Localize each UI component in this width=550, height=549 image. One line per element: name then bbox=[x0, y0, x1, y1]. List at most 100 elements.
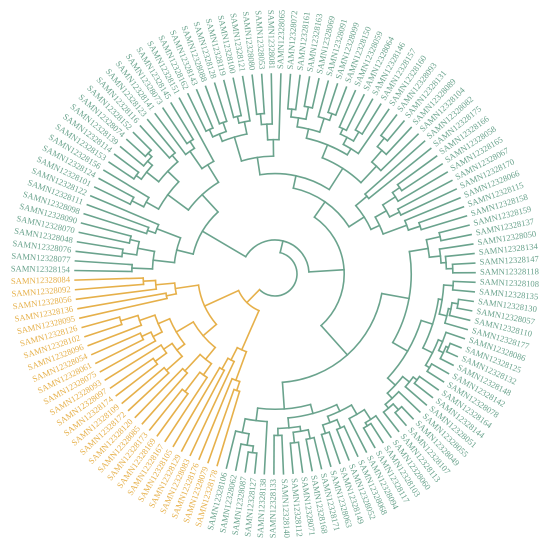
branch bbox=[115, 363, 159, 397]
branch-arc bbox=[313, 216, 345, 327]
branch bbox=[309, 403, 314, 415]
branch bbox=[352, 130, 360, 143]
branch-arc bbox=[232, 388, 241, 393]
branch bbox=[311, 77, 320, 109]
branch bbox=[421, 346, 434, 354]
branch bbox=[147, 152, 153, 158]
branch bbox=[138, 314, 156, 322]
branch-arc bbox=[247, 451, 258, 454]
branch bbox=[308, 268, 345, 273]
branch bbox=[109, 357, 155, 390]
branch-arc bbox=[413, 375, 421, 385]
branch bbox=[255, 407, 259, 422]
branch bbox=[178, 97, 215, 163]
leaf-label: SAMN12328084 bbox=[11, 274, 71, 286]
branch bbox=[439, 233, 473, 242]
branch bbox=[328, 431, 341, 465]
branch bbox=[345, 93, 366, 132]
branch bbox=[240, 309, 260, 351]
branch-arc bbox=[339, 133, 355, 143]
branch bbox=[359, 165, 378, 184]
branch-arc bbox=[145, 226, 150, 235]
branch bbox=[438, 313, 448, 317]
branch-arc bbox=[421, 298, 440, 350]
branch-arc bbox=[132, 171, 140, 180]
branch bbox=[335, 428, 350, 461]
branch-arc bbox=[305, 436, 316, 441]
branch bbox=[201, 230, 247, 258]
leaf-label: SAMN12328133 bbox=[268, 479, 278, 538]
branch bbox=[367, 147, 432, 200]
leaf-label: SAMN12328147 bbox=[479, 254, 539, 267]
branch-arc bbox=[184, 147, 196, 156]
branch bbox=[354, 98, 374, 132]
branch-arc bbox=[381, 203, 391, 218]
branch bbox=[203, 289, 240, 308]
branch bbox=[139, 124, 171, 159]
branch bbox=[166, 170, 180, 183]
branch bbox=[413, 382, 434, 399]
branch bbox=[401, 375, 411, 384]
branch-arc bbox=[260, 123, 274, 126]
branch bbox=[234, 350, 248, 382]
branch bbox=[425, 235, 442, 241]
branch bbox=[113, 153, 140, 174]
branch bbox=[232, 77, 243, 117]
branch bbox=[342, 136, 349, 146]
branch bbox=[451, 262, 476, 266]
leaf-label: SAMN12328053 bbox=[253, 10, 267, 70]
branch bbox=[156, 392, 190, 437]
branch bbox=[430, 362, 450, 375]
branch-arc bbox=[292, 187, 351, 228]
branch bbox=[279, 239, 284, 254]
branch bbox=[104, 344, 163, 382]
branch bbox=[84, 323, 123, 338]
branch bbox=[319, 324, 349, 357]
branch bbox=[175, 249, 195, 256]
branch bbox=[452, 280, 476, 284]
branch bbox=[265, 123, 269, 141]
branch bbox=[339, 127, 344, 136]
branch bbox=[442, 284, 454, 287]
branch bbox=[256, 156, 261, 176]
branch bbox=[157, 317, 171, 325]
branch bbox=[188, 150, 204, 170]
branch bbox=[417, 205, 465, 224]
branch-arc bbox=[362, 422, 373, 430]
branch bbox=[384, 403, 390, 410]
branch bbox=[281, 434, 285, 475]
branch bbox=[426, 370, 445, 383]
branch bbox=[362, 426, 376, 449]
branch bbox=[246, 432, 250, 447]
branch bbox=[444, 331, 466, 340]
branch bbox=[391, 341, 409, 353]
branch-arc bbox=[439, 345, 448, 360]
branch bbox=[134, 367, 184, 419]
branch bbox=[87, 324, 143, 347]
branch bbox=[74, 269, 133, 273]
branch bbox=[171, 154, 179, 163]
branch bbox=[146, 229, 157, 235]
branch bbox=[146, 118, 177, 155]
branch-arc bbox=[391, 191, 400, 203]
branch bbox=[186, 92, 208, 133]
branch-arc bbox=[199, 353, 213, 365]
branch bbox=[307, 428, 312, 440]
branch bbox=[235, 380, 241, 392]
branch-arc bbox=[159, 344, 168, 355]
branch bbox=[146, 160, 154, 167]
branch-arc bbox=[200, 160, 215, 170]
branch-arc bbox=[305, 137, 349, 156]
branch bbox=[251, 74, 258, 116]
branch bbox=[297, 441, 304, 473]
branch bbox=[222, 79, 235, 119]
leaf-label: SAMN12328092 bbox=[11, 284, 71, 299]
branch-arc bbox=[232, 114, 243, 119]
branch-arc bbox=[289, 441, 300, 445]
branch bbox=[451, 289, 476, 293]
branch bbox=[313, 200, 327, 219]
branch bbox=[263, 420, 268, 475]
branch bbox=[94, 338, 145, 365]
branch bbox=[328, 112, 333, 122]
branch bbox=[93, 186, 132, 206]
